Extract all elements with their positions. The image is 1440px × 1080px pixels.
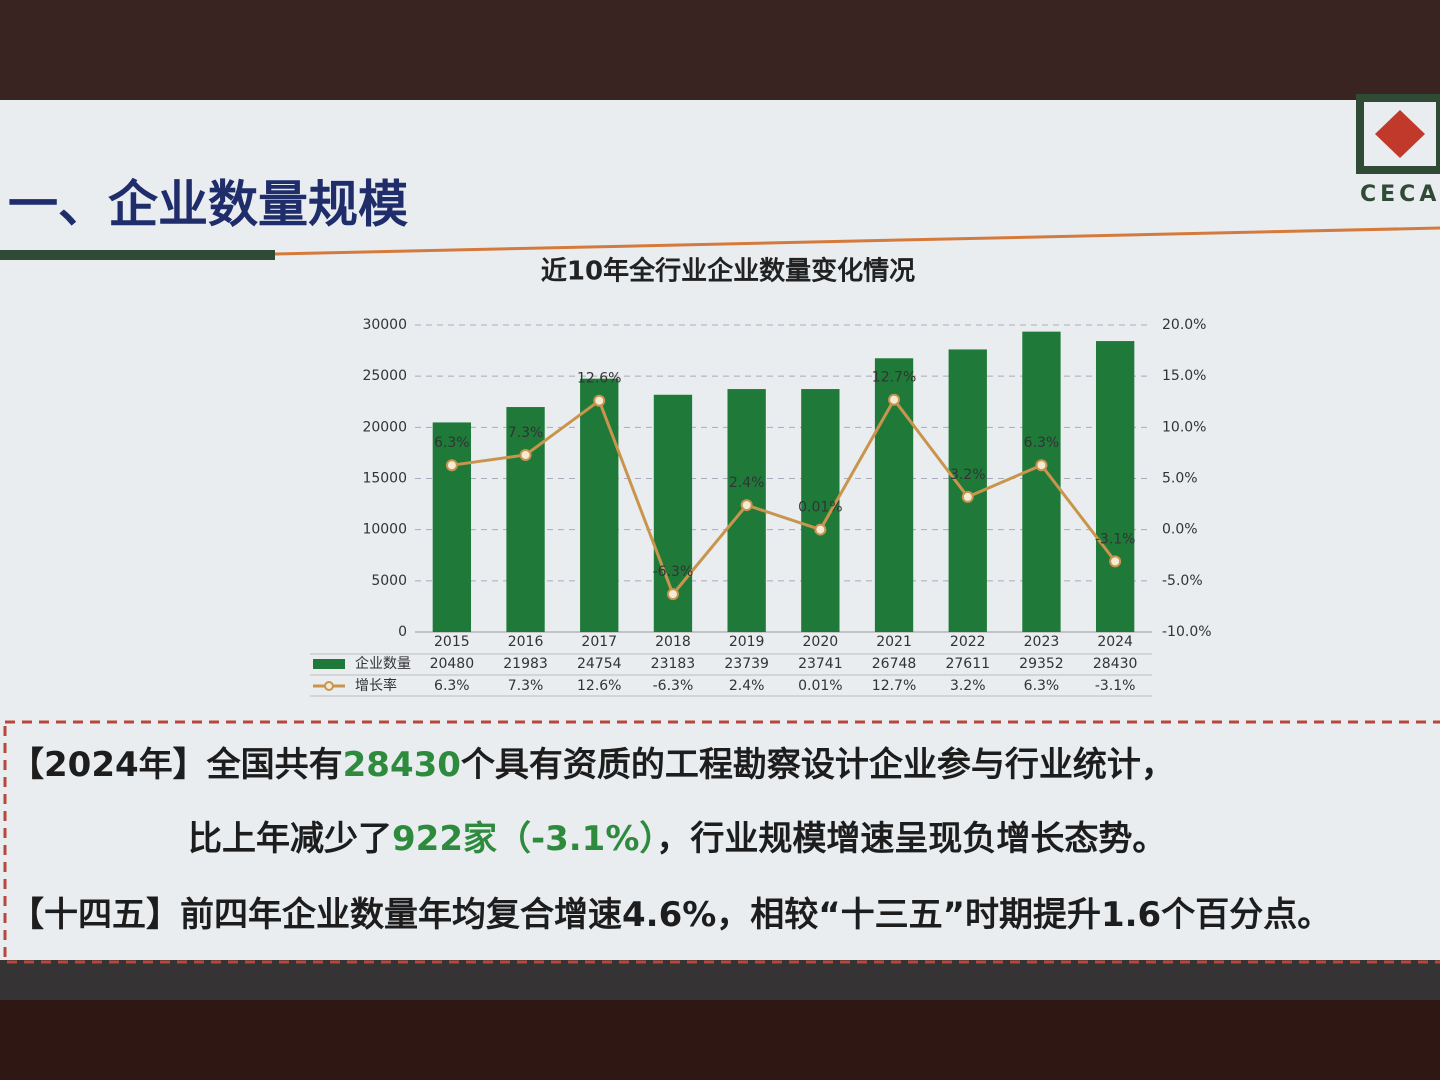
table-cell: 7.3%: [508, 678, 544, 694]
y2-tick-label: 10.0%: [1162, 419, 1206, 435]
legend-swatch: [313, 659, 345, 669]
note-text: 【十四五】前四年企业数量年均复合增速4.6%，相较“十三五”时期提升1.6个百分…: [10, 895, 1331, 935]
slide-bg: [0, 100, 1440, 1020]
table-cell: 2.4%: [729, 678, 765, 694]
y-tick-label: 10000: [362, 522, 407, 538]
data-label: 6.3%: [1024, 435, 1060, 451]
heading-bar: [0, 250, 275, 260]
y-tick-label: 20000: [362, 419, 407, 435]
growth-point: [814, 523, 827, 536]
growth-point: [888, 393, 901, 406]
logo-frame: [1356, 94, 1440, 174]
note-line: 【2024年】全国共有28430个具有资质的工程勘察设计企业参与行业统计，: [10, 745, 1175, 785]
growth-point: [1035, 459, 1048, 472]
logo-text: CECA: [1360, 182, 1440, 207]
data-label: 2.4%: [729, 475, 765, 491]
x-tick-label: 2015: [434, 634, 470, 650]
y-tick-label: 5000: [371, 573, 407, 589]
table-cell: -6.3%: [653, 678, 694, 694]
logo: CECA: [1356, 94, 1440, 207]
table-cell: 20480: [430, 656, 475, 672]
heading-rule: [274, 226, 1440, 256]
note-text: 922家（-3.1%）: [392, 819, 656, 859]
logo-diamond: [1375, 110, 1425, 158]
x-tick-label: 2023: [1024, 634, 1060, 650]
x-tick-label: 2021: [876, 634, 912, 650]
y-tick-label: 25000: [362, 368, 407, 384]
bar: [1095, 341, 1135, 632]
data-label: 6.3%: [434, 435, 470, 451]
slide-heading: 一、企业数量规模: [8, 176, 408, 234]
table-cell: 23739: [724, 656, 769, 672]
bar: [580, 378, 619, 632]
table-cell: 12.7%: [872, 678, 916, 694]
x-tick-label: 2017: [581, 634, 617, 650]
y2-tick-label: 5.0%: [1162, 471, 1198, 487]
table-cell: 24754: [577, 656, 622, 672]
data-label: -6.3%: [653, 564, 694, 580]
data-label: 0.01%: [798, 500, 842, 516]
y-tick-label: 30000: [362, 317, 407, 333]
x-tick-label: 2018: [655, 634, 691, 650]
legend-swatch: [324, 681, 334, 691]
table-cell: 3.2%: [950, 678, 986, 694]
growth-point: [666, 588, 679, 601]
x-tick-label: 2019: [729, 634, 765, 650]
table-cell: 28430: [1093, 656, 1138, 672]
y2-tick-label: 15.0%: [1162, 368, 1206, 384]
legend-label: 增长率: [355, 677, 397, 694]
table-cell: 6.3%: [1024, 678, 1060, 694]
y-tick-label: 15000: [362, 471, 407, 487]
growth-point: [445, 459, 458, 472]
table-cell: 23741: [798, 656, 843, 672]
table-cell: 21983: [503, 656, 548, 672]
data-label: 12.6%: [577, 371, 621, 387]
note-text: 28430: [343, 745, 461, 785]
growth-point: [740, 499, 753, 512]
audience: [0, 960, 1440, 1080]
table-cell: 29352: [1019, 656, 1064, 672]
table-cell: 26748: [872, 656, 917, 672]
growth-line: [451, 396, 1117, 598]
data-label: 3.2%: [950, 467, 986, 483]
table-cell: 6.3%: [434, 678, 470, 694]
table-cell: 27611: [945, 656, 990, 672]
data-label: -3.1%: [1095, 531, 1136, 547]
note-line: 【十四五】前四年企业数量年均复合增速4.6%，相较“十三五”时期提升1.6个百分…: [10, 895, 1331, 935]
y-tick-label: 0: [398, 624, 407, 640]
growth-point: [961, 490, 974, 503]
y2-tick-label: 0.0%: [1162, 522, 1198, 538]
growth-point: [1109, 555, 1122, 568]
growth-point: [519, 448, 532, 461]
x-tick-label: 2016: [508, 634, 544, 650]
y2-tick-label: 20.0%: [1162, 317, 1206, 333]
table-cell: 23183: [651, 656, 696, 672]
note-line: 比上年减少了922家（-3.1%），行业规模增速呈现负增长态势。: [188, 819, 1166, 859]
table-cell: 12.6%: [577, 678, 621, 694]
data-label: 7.3%: [508, 425, 544, 441]
x-tick-label: 2022: [950, 634, 986, 650]
bar: [801, 389, 840, 632]
y2-tick-label: -5.0%: [1162, 573, 1203, 589]
growth-point: [593, 394, 606, 407]
chart-title: 近10年全行业企业数量变化情况: [541, 256, 915, 287]
stage-top: [0, 0, 1440, 105]
legend-label: 企业数量: [355, 655, 411, 672]
bar: [432, 422, 472, 632]
table-cell: -3.1%: [1095, 678, 1136, 694]
x-tick-label: 2020: [803, 634, 839, 650]
y2-tick-label: -10.0%: [1162, 624, 1212, 640]
note-text: 比上年减少了: [188, 819, 392, 859]
data-label: 12.7%: [872, 370, 916, 386]
table-cell: 0.01%: [798, 678, 842, 694]
x-tick-label: 2024: [1097, 634, 1133, 650]
note-text: ，行业规模增速呈现负增长态势。: [656, 819, 1166, 859]
note-text: 【2024年】全国共有: [10, 745, 343, 785]
note-box: [3, 720, 1440, 964]
note-text: 个具有资质的工程勘察设计企业参与行业统计，: [461, 745, 1175, 785]
